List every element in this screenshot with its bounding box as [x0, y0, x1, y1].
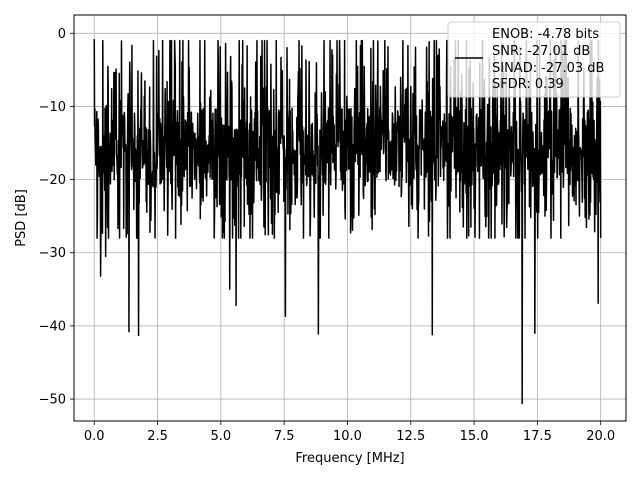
x-tick-label: 15.0	[460, 429, 489, 444]
ticks-layer: 0.0 2.5 5.0 7.5 10.0 12.5 15.0 17.5 20.0 0 −10 −20 −…	[39, 27, 616, 444]
x-tick-label: 17.5	[523, 429, 552, 444]
series-layer	[93, 39, 602, 405]
y-tick-label: −20	[39, 173, 66, 188]
x-tick-label: 12.5	[396, 429, 425, 444]
x-tick-label: 2.5	[147, 429, 168, 444]
y-tick-label: −10	[39, 100, 66, 115]
x-tick-label: 5.0	[211, 429, 232, 444]
plot-frame	[73, 14, 627, 422]
legend-entry-enob: ENOB: -4.78 bits	[492, 27, 599, 42]
legend-box	[447, 21, 621, 98]
y-tick-label: −50	[39, 393, 66, 408]
x-axis-label: Frequency [MHz]	[295, 451, 404, 466]
x-tick-label: 7.5	[274, 429, 295, 444]
y-tick-label: −40	[39, 319, 66, 334]
legend-entry-sfdr: SFDR: 0.39	[492, 77, 564, 92]
legend-entry-snr: SNR: -27.01 dB	[492, 44, 590, 59]
psd-series-line	[93, 39, 602, 405]
y-axis-label: PSD [dB]	[14, 189, 29, 247]
x-tick-label: 10.0	[333, 429, 362, 444]
y-tick-label: 0	[58, 27, 66, 42]
y-tick-label: −30	[39, 246, 66, 261]
legend: ENOB: -4.78 bits SNR: -27.01 dB SINAD: -…	[447, 21, 621, 98]
x-tick-label: 0.0	[84, 429, 105, 444]
x-tick-label: 20.0	[586, 429, 615, 444]
legend-entry-sinad: SINAD: -27.03 dB	[492, 61, 604, 76]
